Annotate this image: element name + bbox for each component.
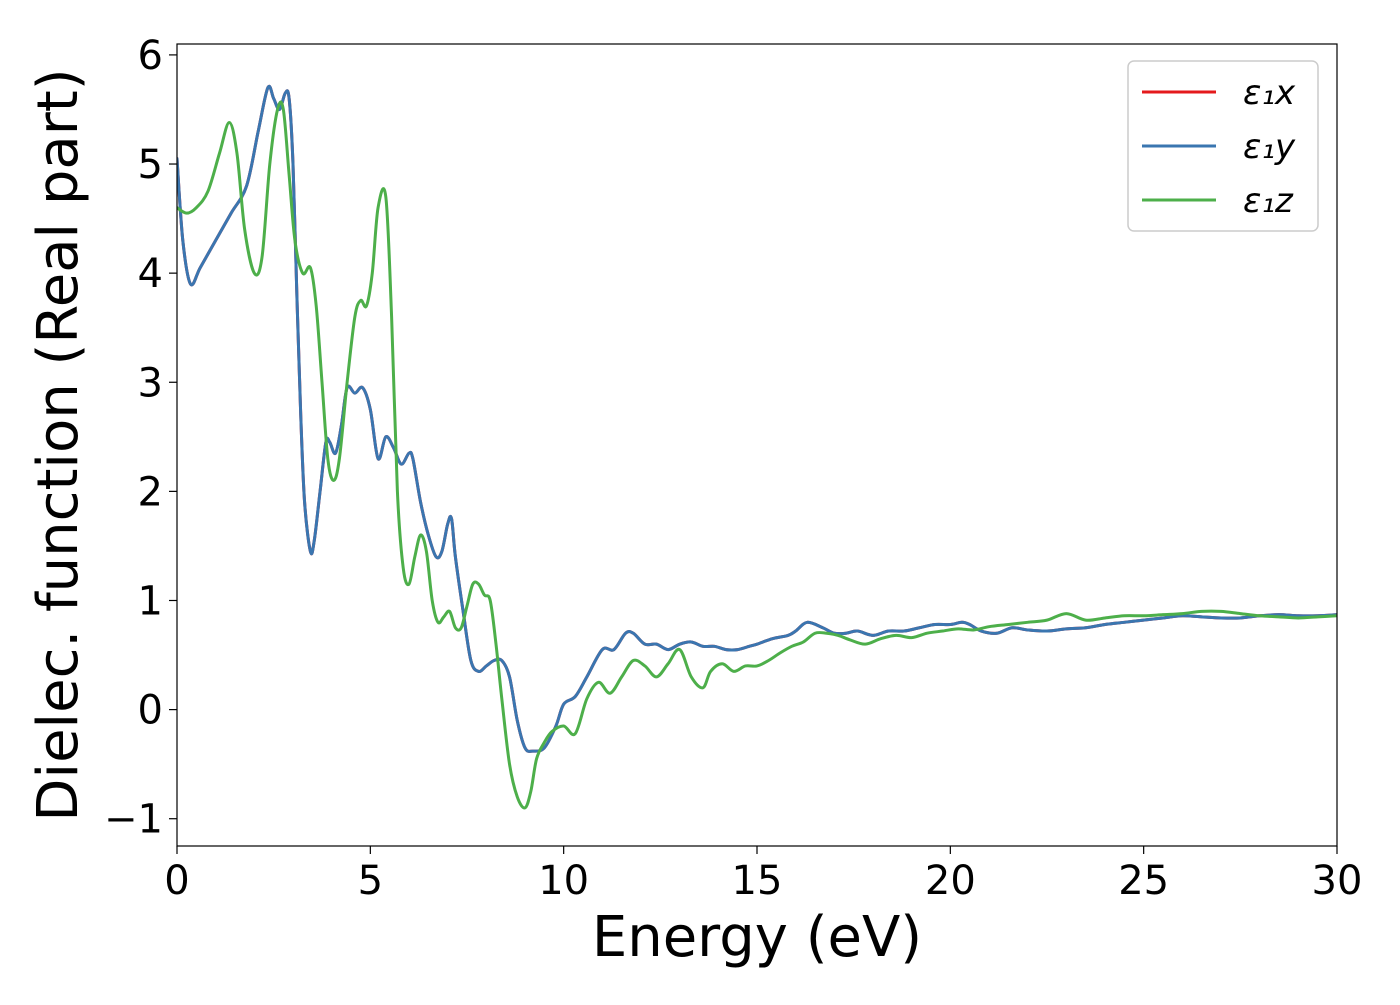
legend-box <box>1127 60 1319 232</box>
y-axis-title: Dielec. function (Real part) <box>26 68 91 821</box>
y-tick-label: 2 <box>138 469 163 515</box>
x-tick-label: 30 <box>1312 858 1363 904</box>
legend: ε₁x ε₁y ε₁z <box>1127 60 1319 232</box>
legend-label: ε₁z <box>1243 181 1294 221</box>
y-tick-label: 1 <box>138 578 163 624</box>
x-tick-label: 20 <box>925 858 976 904</box>
y-tick-label: 4 <box>138 251 163 297</box>
y-tick-label: 0 <box>138 688 163 734</box>
x-axis-title: Energy (eV) <box>592 905 922 970</box>
x-tick-label: 5 <box>358 858 383 904</box>
series-line-2 <box>177 84 1337 753</box>
x-axis: 0 5 10 15 20 25 30 <box>164 846 1362 904</box>
series-line-3 <box>177 100 1337 810</box>
x-tick-label: 10 <box>538 858 589 904</box>
y-tick-label: 5 <box>138 142 163 188</box>
legend-label: ε₁y <box>1243 127 1296 167</box>
y-axis: −1 0 1 2 3 4 5 6 <box>104 33 177 843</box>
x-tick-label: 0 <box>164 858 189 904</box>
y-tick-label: 3 <box>138 360 163 406</box>
x-tick-label: 25 <box>1118 858 1169 904</box>
x-tick-label: 15 <box>732 858 783 904</box>
y-tick-label: 6 <box>138 33 163 79</box>
y-tick-label: −1 <box>104 797 163 843</box>
legend-label: ε₁x <box>1243 73 1296 113</box>
series-layer <box>177 84 1337 810</box>
